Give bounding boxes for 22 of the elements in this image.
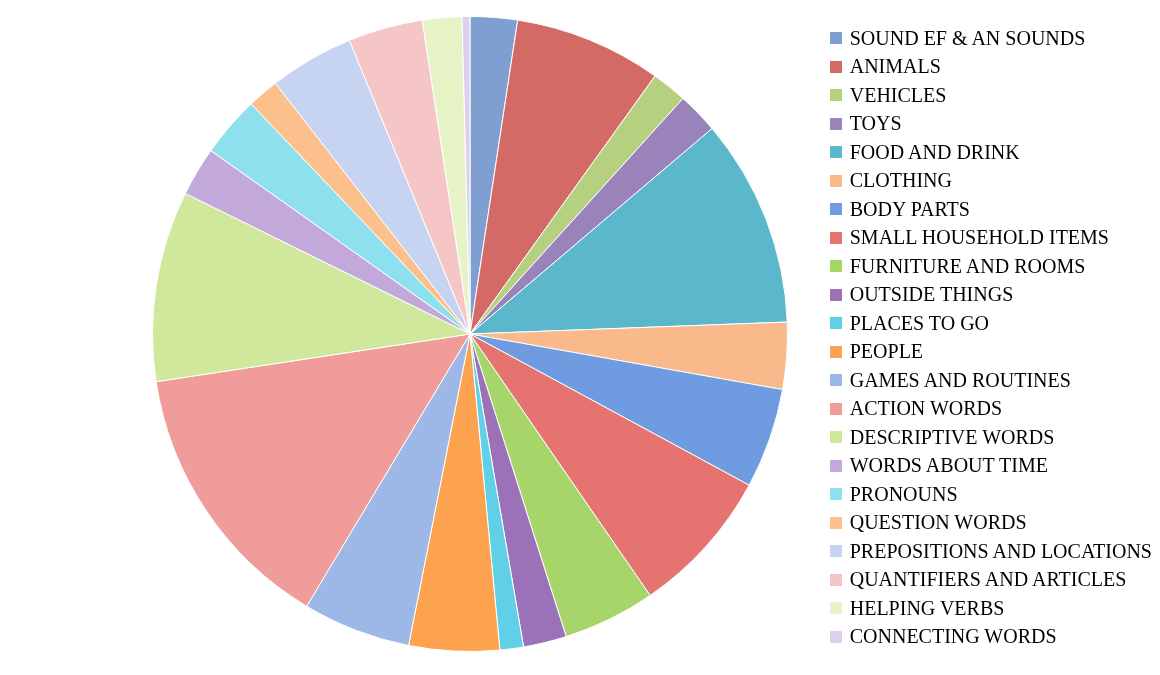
legend-label: DESCRIPTIVE WORDS xyxy=(849,425,1055,449)
legend-label: FOOD AND DRINK xyxy=(849,140,1020,164)
legend-label: HELPING VERBS xyxy=(849,596,1005,620)
legend-label: QUANTIFIERS AND ARTICLES xyxy=(849,568,1127,592)
legend-label: CLOTHING xyxy=(849,169,952,193)
legend-label: ANIMALS xyxy=(849,55,941,79)
legend-label: SMALL HOUSEHOLD ITEMS xyxy=(849,226,1109,250)
legend-label: FURNITURE AND ROOMS xyxy=(849,254,1086,278)
legend-label: BODY PARTS xyxy=(849,197,970,221)
legend-label: SOUND EF & AN SOUNDS xyxy=(849,26,1086,50)
legend-label: VEHICLES xyxy=(849,83,947,107)
legend-label: CONNECTING WORDS xyxy=(849,625,1057,649)
legend-label: PEOPLE xyxy=(849,340,924,364)
legend-label: WORDS ABOUT TIME xyxy=(849,454,1048,478)
legend-label: PREPOSITIONS AND LOCATIONS xyxy=(849,539,1152,563)
legend-label: QUESTION WORDS xyxy=(849,511,1027,535)
legend-label: OUTSIDE THINGS xyxy=(849,283,1014,307)
legend-label: GAMES AND ROUTINES xyxy=(849,368,1071,392)
legend-label: PLACES TO GO xyxy=(849,311,990,335)
legend-label: ACTION WORDS xyxy=(849,397,1003,421)
legend-label: PRONOUNS xyxy=(849,482,958,506)
legend-label: TOYS xyxy=(849,112,902,136)
